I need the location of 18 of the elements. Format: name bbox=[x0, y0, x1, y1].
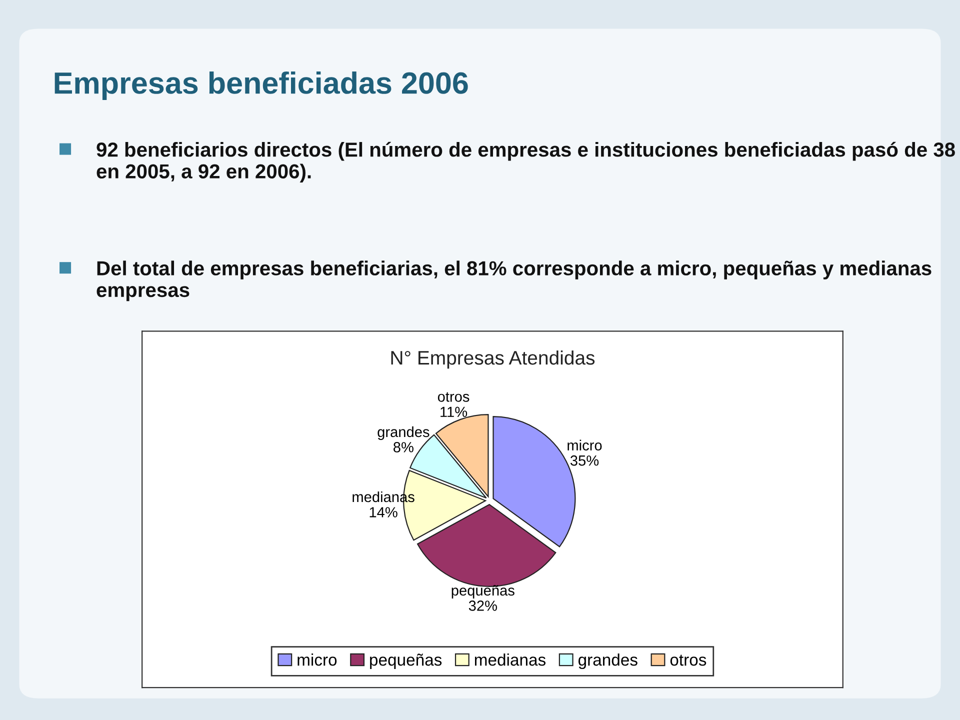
legend-label: pequeñas bbox=[370, 654, 442, 670]
data-label: 35% bbox=[570, 455, 599, 466]
legend-label: micro bbox=[298, 654, 337, 666]
chart-title: Empresas beneficiadas 2006 bbox=[54, 71, 468, 100]
data-label: 8% bbox=[394, 442, 414, 452]
data-label: 32% bbox=[468, 600, 497, 611]
text: 92 beneficiarios directos (El número de empresas e instituciones beneficiadas pasó de 38 en 2005, a 92 en 2006). bbox=[96, 142, 955, 182]
chart-subtitle: N° Empresas Atendidas bbox=[391, 350, 595, 369]
legend-label: medianas bbox=[474, 654, 546, 666]
legend-label: grandes bbox=[578, 654, 638, 670]
text: Del total de empresas beneficiarias, el 81% corresponde a micro, pequeñas y medianas empresas bbox=[96, 260, 932, 302]
slice-label: pequeñas bbox=[452, 585, 514, 599]
slice-label: grandes bbox=[378, 426, 430, 440]
legend-label: otros bbox=[670, 654, 706, 666]
slice-label: otros bbox=[438, 392, 470, 402]
data-label: 14% bbox=[370, 507, 398, 518]
slice-label: micro bbox=[568, 440, 602, 450]
data-label: 11% bbox=[440, 406, 468, 418]
